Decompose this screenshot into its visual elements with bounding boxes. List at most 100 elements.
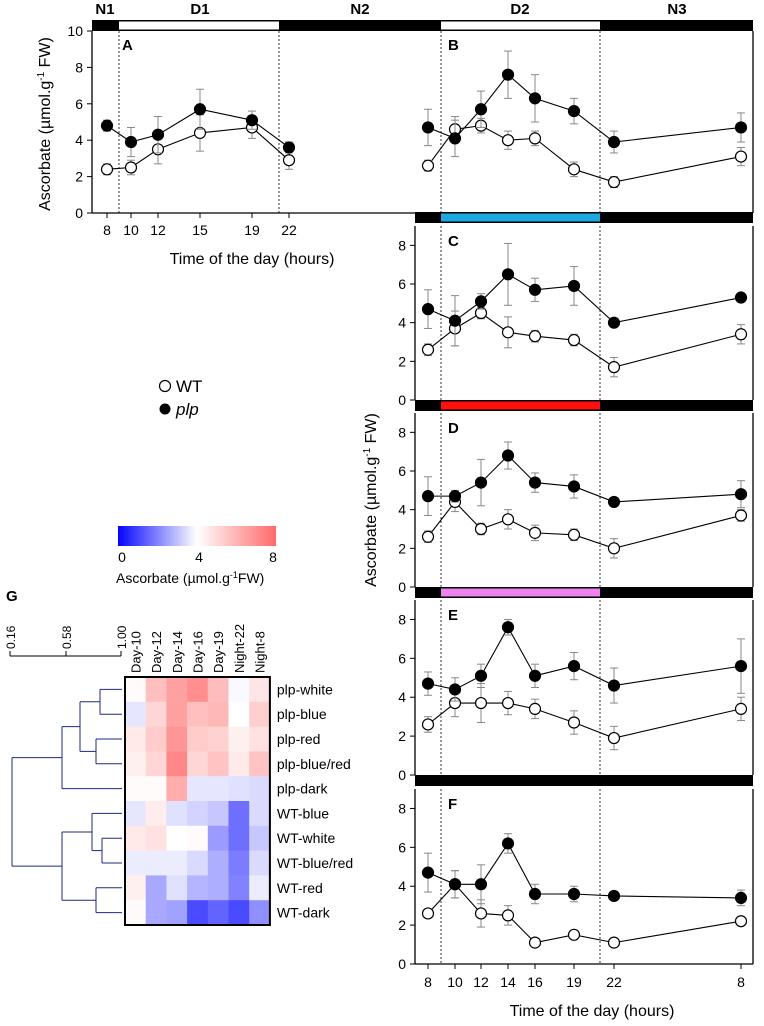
dendro-scale-label: 1.00 <box>115 625 129 649</box>
data-point-b-plp <box>448 132 462 145</box>
colorbar-label: Ascorbate (µmol.g-1FW) <box>116 570 264 586</box>
data-point-a-wt <box>282 154 296 167</box>
heatmap-cell <box>187 900 209 926</box>
data-point-f-plp <box>567 887 581 901</box>
heatmap-cell <box>207 850 229 876</box>
data-point-e-wt <box>607 731 621 745</box>
heatmap-cell <box>249 900 271 926</box>
x-tick-label: 22 <box>606 974 622 990</box>
data-point-b-plp <box>528 92 542 105</box>
series-line-d-plp <box>428 454 742 503</box>
y-tick-label: 8 <box>398 424 406 440</box>
y-tick-label: 8 <box>398 611 406 627</box>
y-tick-label: 0 <box>398 579 406 595</box>
data-point-f-wt <box>421 907 435 920</box>
heatmap-cell <box>249 801 271 827</box>
y-tick-label: 4 <box>398 878 406 894</box>
series-line-e-wt <box>427 702 742 739</box>
heatmap-cell <box>145 875 167 901</box>
data-point-e-wt <box>528 702 542 715</box>
photoperiod-bar-day-d1 <box>119 21 279 30</box>
segment-label-d1: D1 <box>190 1 209 18</box>
data-point-a-wt <box>100 163 114 176</box>
heatmap-cell <box>166 875 188 901</box>
heatmap-cell <box>207 900 229 926</box>
photoperiod-bar-day-d2 <box>441 21 600 30</box>
heatmap-col-label: Day-10 <box>128 631 143 673</box>
y-tick-label: 6 <box>398 463 406 479</box>
data-point-e-wt <box>474 696 488 710</box>
data-point-f-plp <box>421 866 435 879</box>
panel-label-f: F <box>448 796 457 813</box>
x-tick-label: 12 <box>473 974 489 990</box>
heatmap-cell <box>187 751 209 777</box>
heatmap-cell <box>145 776 167 802</box>
heatmap-row-label: WT-dark <box>277 905 331 921</box>
data-point-f-wt <box>734 915 748 928</box>
data-point-a-plp <box>245 114 259 127</box>
heatmap-cell <box>166 850 188 876</box>
heatmap-cell <box>166 801 188 827</box>
heatmap-cell <box>187 875 209 901</box>
heatmap-cell <box>166 701 188 727</box>
data-point-c-plp <box>567 279 581 293</box>
light-bar-e <box>441 588 600 597</box>
colorbar-tick: 4 <box>195 549 203 565</box>
data-point-b-wt <box>607 175 621 189</box>
series-line-f-wt <box>427 883 742 944</box>
dendro-scale-label: 0.58 <box>60 625 74 649</box>
data-point-d-wt <box>501 513 515 526</box>
heatmap-cell <box>145 701 167 727</box>
heatmap-cell <box>249 726 271 752</box>
data-point-f-plp <box>734 891 748 904</box>
data-point-d-plp <box>421 490 435 503</box>
data-point-f-plp <box>474 878 488 891</box>
y-tick-label: 6 <box>398 276 406 292</box>
x-tick-label: 22 <box>281 222 297 238</box>
y-tick-label: 0 <box>75 205 83 221</box>
data-point-d-wt <box>567 528 581 541</box>
data-point-d-plp <box>448 490 462 503</box>
heatmap-cell <box>125 677 146 703</box>
data-point-c-wt <box>567 333 581 347</box>
colorbar-label-tail: FW) <box>238 570 264 586</box>
heatmap-cell <box>228 825 250 851</box>
heatmap-cell <box>207 751 229 777</box>
panel-label-e: E <box>448 607 458 624</box>
data-point-e-wt <box>734 702 748 715</box>
data-point-d-plp <box>734 488 748 501</box>
heatmap-cell <box>249 776 271 802</box>
heatmap-cell <box>125 900 146 926</box>
light-bar-dark-f <box>415 775 753 786</box>
data-point-c-wt <box>501 326 515 339</box>
x-tick-label: 19 <box>566 974 582 990</box>
colorbar-tick: 0 <box>118 549 126 565</box>
series-line-f-plp <box>427 842 742 899</box>
data-point-d-wt <box>421 530 435 543</box>
data-point-f-wt <box>567 928 581 941</box>
x-tick-label: 12 <box>150 222 166 238</box>
data-point-b-plp <box>607 135 621 149</box>
data-point-d-plp <box>607 495 621 509</box>
data-point-c-plp <box>474 295 488 308</box>
data-point-f-wt <box>501 909 515 922</box>
dendro-scale-label: 0.16 <box>4 625 18 649</box>
heatmap-cell <box>145 801 167 827</box>
panel-ab: N1 D1 N2 D2 N3 0 2 4 6 8 10 8 10 12 15 19 22 A B <box>67 1 754 238</box>
heatmap-cell <box>187 825 209 851</box>
x-tick-label: 8 <box>737 974 745 990</box>
heatmap-cell <box>228 726 250 752</box>
y-tick-label: 2 <box>398 728 406 744</box>
heatmap-cell <box>125 801 146 827</box>
data-point-b-wt <box>421 159 435 172</box>
colorbar-tick: 8 <box>269 549 277 565</box>
heatmap-col-label: Night-22 <box>232 624 247 673</box>
data-point-d-wt <box>528 526 542 539</box>
data-point-e-plp <box>528 669 542 682</box>
heatmap-row-label: plp-blue <box>277 706 327 722</box>
heatmap-cell <box>166 677 188 703</box>
heatmap-cell <box>228 677 250 703</box>
panel-cf-ylabel: Ascorbate (µmol.g-1 FW) <box>362 413 380 587</box>
heatmap-cell <box>187 677 209 703</box>
